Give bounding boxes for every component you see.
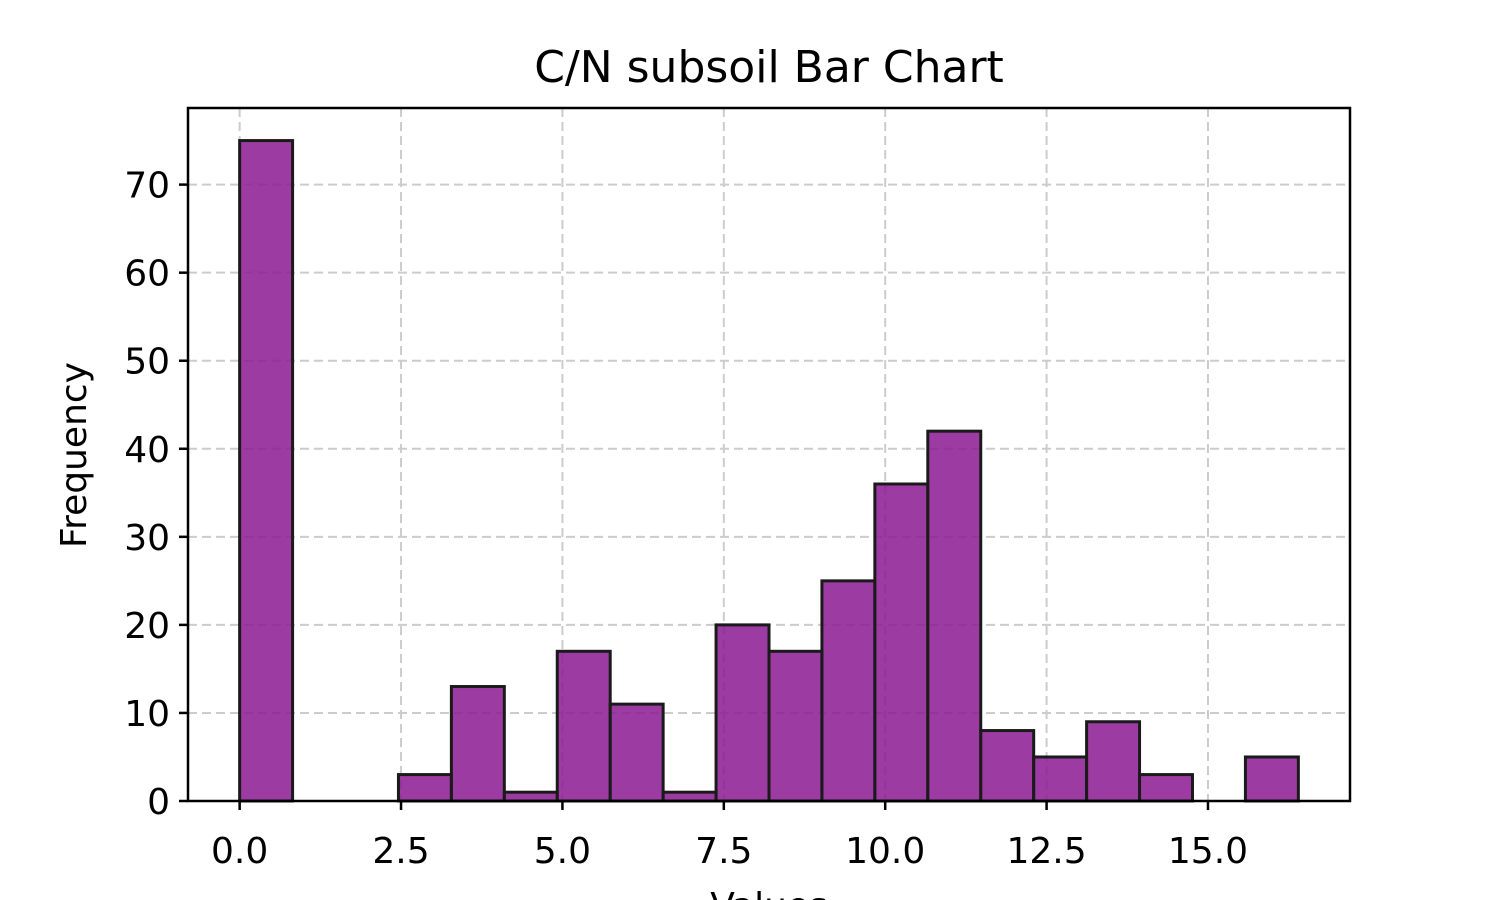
chart-title: C/N subsoil Bar Chart xyxy=(534,42,1004,93)
histogram-bar xyxy=(979,729,1036,803)
histogram-bar xyxy=(238,139,295,803)
y-axis-label: Frequency xyxy=(54,362,95,548)
histogram-bar xyxy=(1138,773,1194,803)
histogram-bar xyxy=(1243,755,1300,803)
histogram-bar xyxy=(714,623,771,803)
y-tick-label: 60 xyxy=(124,254,170,295)
y-tick-label: 10 xyxy=(124,694,170,735)
x-tick-label: 10.0 xyxy=(845,831,925,872)
ticks: 0.0 2.5 5.0 7.5 10.0 12.5 15.0 0 10 20 30 40 50 60 70 xyxy=(124,166,1248,872)
histogram-bar xyxy=(1032,755,1089,803)
y-tick-label: 40 xyxy=(124,430,170,471)
y-tick-label: 30 xyxy=(124,518,170,559)
y-tick-label: 20 xyxy=(124,606,170,647)
bars xyxy=(238,139,1300,803)
x-tick-label: 7.5 xyxy=(695,831,752,872)
histogram-bar xyxy=(1085,720,1142,803)
x-axis-label: Values xyxy=(710,886,828,900)
histogram-bar xyxy=(502,790,559,803)
y-tick-label: 50 xyxy=(124,342,170,383)
histogram-bar xyxy=(661,790,718,803)
histogram-bar xyxy=(926,429,983,803)
x-tick-label: 12.5 xyxy=(1007,831,1087,872)
histogram-bar xyxy=(555,649,612,803)
y-tick-label: 70 xyxy=(124,166,170,207)
histogram-bar xyxy=(820,579,877,803)
x-tick-label: 0.0 xyxy=(211,831,268,872)
histogram-bar xyxy=(767,649,824,803)
histogram-bar xyxy=(449,685,506,803)
x-tick-label: 5.0 xyxy=(534,831,591,872)
y-tick-label: 0 xyxy=(147,782,170,823)
histogram-bar xyxy=(608,702,665,803)
histogram-bar xyxy=(873,482,930,803)
x-tick-label: 15.0 xyxy=(1168,831,1248,872)
x-tick-label: 2.5 xyxy=(372,831,429,872)
histogram-bar xyxy=(396,773,453,803)
plot-frame xyxy=(186,106,1352,803)
